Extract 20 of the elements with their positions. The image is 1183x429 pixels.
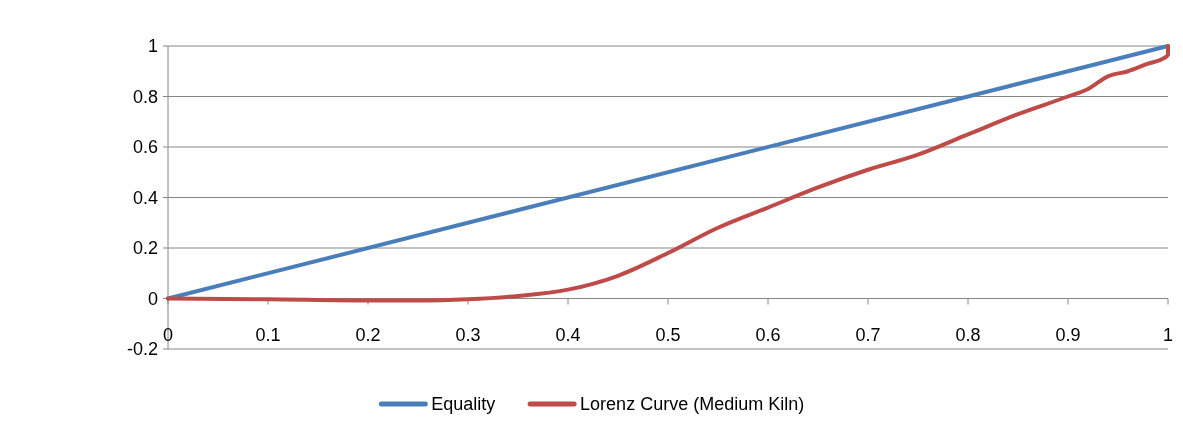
y-tick-label: 0	[147, 288, 158, 309]
y-tick-label: 0.4	[132, 187, 158, 208]
x-tick-label: 0.4	[555, 324, 581, 345]
x-tick-label: 0	[162, 324, 174, 345]
x-tick-label: 0.1	[255, 324, 281, 345]
x-tick-label: 0.5	[655, 324, 681, 345]
x-tick-label: 0.7	[855, 324, 881, 345]
y-tick-label: 0.2	[132, 238, 158, 259]
x-tick-label: 0.2	[355, 324, 381, 345]
x-tick-label: 0.3	[455, 324, 481, 345]
x-tick-label: 0.8	[955, 324, 981, 345]
legend-label: Equality	[431, 394, 496, 415]
y-tick-label: -0.2	[126, 339, 158, 360]
y-tick-label: 0.8	[132, 86, 158, 107]
x-tick-label: 0.9	[1055, 324, 1081, 345]
y-tick-label: 0.6	[132, 137, 158, 158]
x-tick-label: 0.6	[755, 324, 781, 345]
x-tick-label: 1	[1162, 324, 1174, 345]
legend-label: Lorenz Curve (Medium Kiln)	[580, 394, 805, 415]
y-tick-label: 1	[147, 36, 158, 57]
